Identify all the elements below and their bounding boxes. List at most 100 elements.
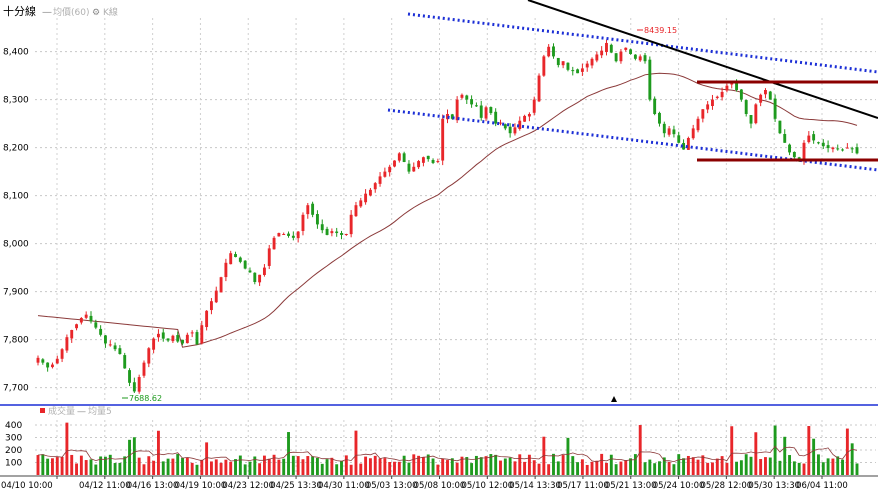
volume-bar — [527, 454, 531, 475]
volume-bar — [624, 460, 628, 475]
volume-bar — [764, 457, 767, 475]
volume-bar — [402, 455, 406, 475]
candle — [142, 360, 146, 378]
candle — [156, 329, 160, 342]
volume-average-line — [37, 445, 858, 463]
volume-bar — [181, 457, 184, 475]
volume-bar — [156, 430, 160, 475]
volume-bar — [619, 461, 623, 475]
candle-body — [128, 370, 131, 383]
x-tick-label: 04/16 13:00 — [127, 481, 179, 491]
candle — [55, 355, 59, 364]
volume-bar — [518, 454, 522, 475]
volume-bar — [494, 454, 498, 475]
legend-kline[interactable]: K線 — [103, 6, 118, 18]
volume-bar — [166, 458, 170, 475]
legend-ma60[interactable]: 均價(60) — [53, 6, 89, 18]
volume-bar — [513, 461, 517, 475]
candle — [624, 47, 628, 52]
candle-body — [474, 105, 478, 107]
candle — [41, 358, 45, 365]
volume-bar — [739, 460, 743, 475]
candle-body — [735, 82, 739, 90]
candle-body — [118, 348, 122, 354]
candle-body — [161, 332, 165, 339]
volume-bar — [455, 462, 459, 475]
candle — [542, 54, 546, 77]
candle-body — [65, 337, 69, 351]
volume-bar — [662, 457, 666, 475]
candle — [70, 329, 74, 343]
candle-body — [108, 344, 112, 346]
candle-body — [513, 127, 517, 134]
volume-bar — [311, 456, 315, 475]
candle-body — [552, 46, 555, 57]
x-tick-label: 05/21 13:00 — [605, 481, 657, 491]
candle — [552, 43, 555, 59]
candle — [407, 160, 411, 174]
candle-body — [571, 70, 575, 72]
candle-body — [344, 234, 348, 235]
volume-bar — [850, 443, 854, 475]
candle — [503, 123, 507, 131]
candle-body — [383, 171, 387, 177]
resistance-trendline — [527, 0, 878, 119]
candle-body — [296, 231, 300, 239]
volume-bar — [609, 454, 613, 475]
candle-body — [209, 301, 213, 311]
candle — [219, 276, 223, 293]
legend-settings-icon[interactable]: ⚙ — [92, 8, 100, 18]
volume-ma-label[interactable]: 均量5 — [88, 405, 112, 417]
candle-body — [315, 214, 319, 225]
candle — [484, 105, 488, 122]
candle-body — [219, 277, 223, 293]
candle-body — [845, 147, 849, 149]
candle — [667, 126, 671, 137]
candle — [792, 151, 796, 159]
candle-body — [455, 99, 459, 121]
candle — [523, 114, 527, 122]
candle-body — [696, 118, 700, 131]
candle-body — [277, 233, 281, 237]
candle — [190, 330, 194, 338]
candle — [744, 99, 748, 117]
candle-body — [614, 53, 618, 62]
candle — [648, 56, 652, 102]
candle-body — [224, 262, 228, 278]
candle — [426, 155, 430, 162]
volume-y-tick-label: 400 — [5, 421, 22, 431]
volume-bar — [65, 422, 69, 475]
volume-bar — [807, 426, 811, 475]
chart-title: 十分線 — [3, 4, 36, 18]
volume-bar — [576, 462, 580, 475]
x-tick-label: 04/19 10:00 — [175, 481, 227, 491]
x-tick-label: 06/04 11:00 — [796, 481, 848, 491]
candle-body — [190, 332, 194, 334]
candle — [132, 377, 136, 393]
price-y-axis: 7,700 7,800 7,900 8,000 8,100 8,200 8,300 8,400 — [3, 48, 29, 394]
candle — [46, 362, 50, 372]
price-y-tick-label: 8,100 — [3, 192, 29, 202]
candle — [701, 109, 705, 123]
candle — [325, 226, 329, 236]
candle — [393, 160, 396, 168]
candle-body — [368, 189, 372, 196]
price-y-tick-label: 7,700 — [3, 384, 29, 394]
candle-body — [556, 57, 560, 66]
candle — [311, 201, 315, 218]
volume-legend-label[interactable]: 成交量 — [48, 405, 75, 417]
volume-bar — [128, 439, 131, 475]
volume-bar — [686, 455, 690, 475]
volume-bar — [614, 464, 618, 475]
volume-bar — [552, 453, 555, 475]
volume-bar — [373, 455, 377, 475]
candle — [378, 172, 382, 187]
candle — [566, 62, 570, 72]
candle — [677, 131, 681, 144]
candle — [195, 329, 199, 346]
volume-bar — [291, 455, 295, 475]
candle-body — [156, 333, 160, 338]
candlesticks — [36, 39, 859, 394]
candle-body — [605, 42, 608, 53]
candle-body — [527, 114, 531, 117]
